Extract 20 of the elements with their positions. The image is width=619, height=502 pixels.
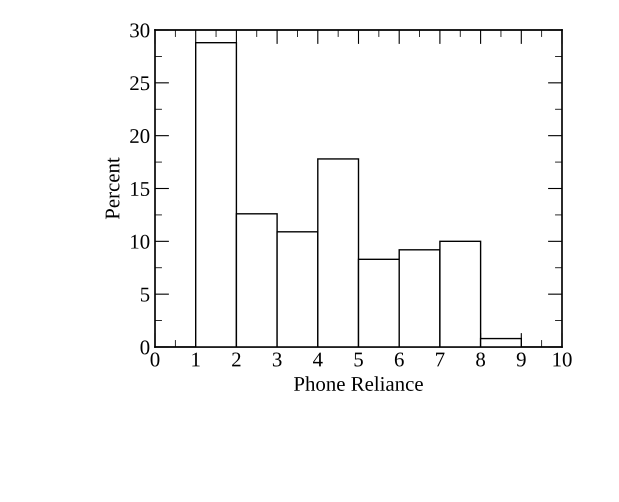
x-tick-label: 8 [476,352,486,367]
y-tick-label: 5 [140,288,150,302]
x-tick-label: 6 [394,352,404,367]
x-tick-label: 0 [150,352,160,367]
x-tick-label: 5 [354,352,363,367]
x-tick-label: 4 [313,352,323,366]
y-tick-label: 15 [131,182,150,196]
y-tick-label: 10 [131,234,150,249]
y-tick-label: 20 [130,129,150,144]
x-tick-label: 7 [436,352,445,366]
x-tick-label: 3 [272,352,282,367]
x-tick-label: 1 [192,352,200,366]
y-tick-label: 30 [130,23,150,38]
y-tick-label: 0 [140,340,150,354]
x-tick-label: 10 [553,352,572,367]
x-axis-title: Phone Reliance [294,376,423,391]
y-axis-title: Percent [106,157,120,220]
y-tick-label: 25 [130,76,150,90]
x-tick-label: 2 [232,352,240,366]
x-tick-label: 9 [516,352,526,367]
